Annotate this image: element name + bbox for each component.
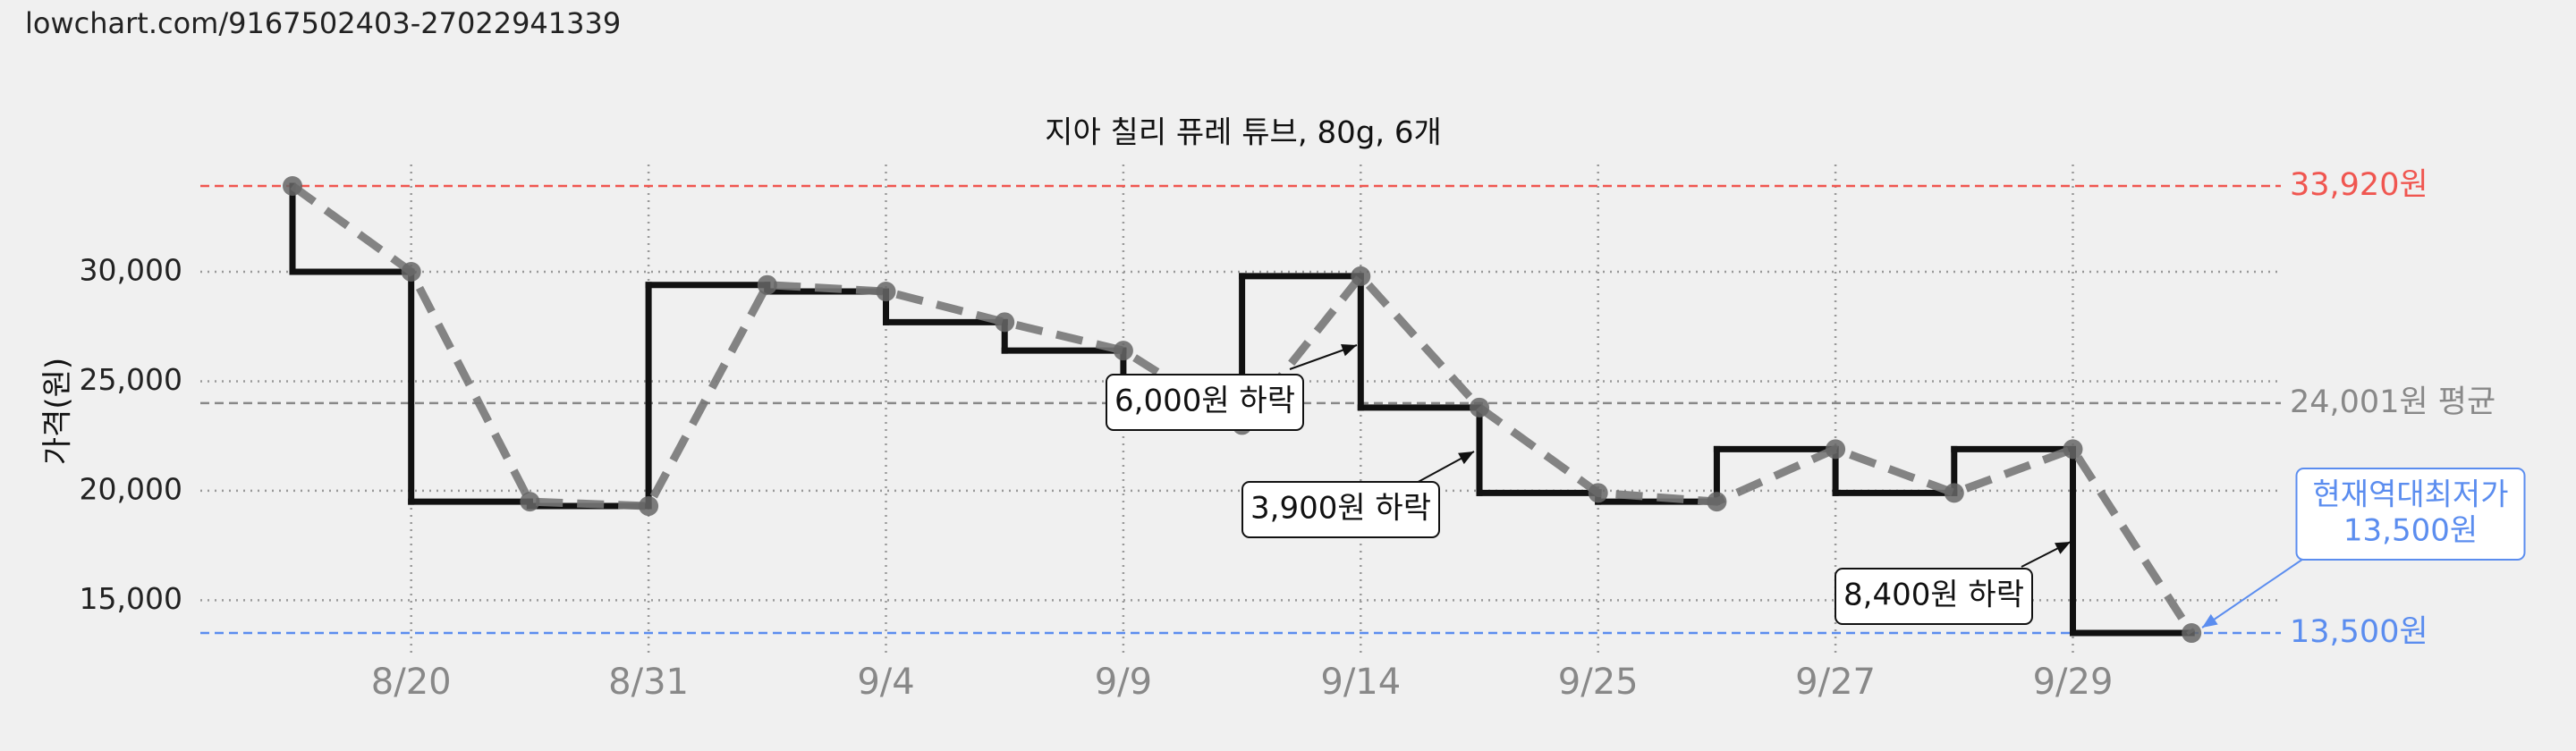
x-tick-label: 9/14 (1320, 662, 1401, 703)
price-point (1351, 266, 1371, 286)
annotation-box (2295, 468, 2526, 561)
annotation-arrowhead (1341, 344, 1357, 357)
x-tick-label: 8/20 (371, 662, 452, 703)
annotation-text: 6,000원 하락 (1114, 384, 1295, 419)
x-tick-label: 9/29 (2033, 662, 2114, 703)
price-point (401, 261, 421, 282)
price-point (283, 175, 302, 196)
price-point (995, 312, 1015, 333)
annotation-arrowhead (1458, 451, 1474, 465)
y-tick-label: 30,000 (80, 252, 182, 287)
annotation-arrow (2201, 554, 2309, 629)
y-axis-label: 가격(원) (40, 358, 76, 465)
price-point (1944, 483, 1964, 503)
annotation-box (1835, 568, 2033, 625)
annotation-text: 3,900원 하락 (1250, 491, 1431, 527)
annotation-text: 13,500원 (2343, 513, 2478, 549)
price-point (1707, 492, 1727, 512)
price-point (1826, 439, 1846, 460)
price-point (1113, 341, 1133, 361)
reference-label: 33,920원 (2290, 167, 2428, 203)
reference-label: 13,500원 (2290, 614, 2428, 650)
annotation-arrowhead (2202, 613, 2218, 628)
price-point (757, 274, 777, 295)
x-tick-label: 9/9 (1095, 662, 1152, 703)
price-point (2063, 439, 2083, 460)
x-tick-label: 9/27 (1795, 662, 1876, 703)
price-point (1470, 397, 1489, 418)
y-tick-label: 20,000 (80, 471, 182, 506)
price-point (1588, 483, 1608, 503)
x-tick-label: 9/25 (1558, 662, 1639, 703)
price-point (2182, 623, 2202, 644)
annotation-text: 8,400원 하락 (1843, 578, 2024, 613)
x-tick-label: 8/31 (608, 662, 689, 703)
annotation-box (1106, 374, 1304, 431)
price-point (639, 496, 659, 517)
y-tick-label: 25,000 (80, 362, 182, 397)
reference-label: 24,001원 평균 (2290, 384, 2496, 420)
chart-title: 지아 칠리 퓨레 튜브, 80g, 6개 (1045, 115, 1442, 151)
x-tick-label: 9/4 (857, 662, 914, 703)
page-url: lowchart.com/9167502403-27022941339 (25, 6, 621, 40)
price-point (520, 492, 540, 512)
price-point (876, 282, 896, 302)
y-tick-label: 15,000 (80, 581, 182, 616)
annotation-text: 현재역대최저가 (2313, 477, 2509, 513)
annotation-arrowhead (2055, 542, 2071, 554)
annotation-box (1241, 481, 1440, 538)
